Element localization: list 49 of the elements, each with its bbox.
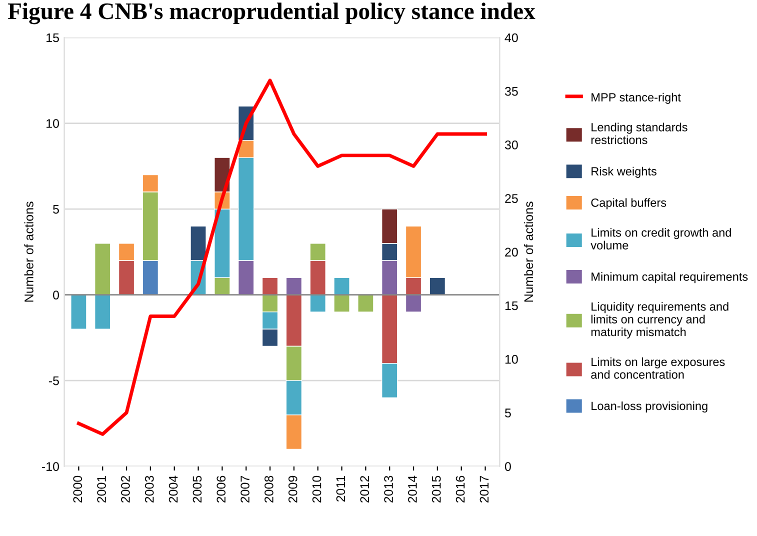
x-tick-label: 2006 — [216, 476, 226, 503]
x-tick-label: 2012 — [360, 476, 370, 503]
y2-tick-label: 20 — [505, 248, 518, 257]
x-tick-label: 2014 — [408, 476, 417, 503]
x-tick-label: 2008 — [264, 476, 274, 503]
x-tick-label: 2010 — [312, 476, 322, 503]
legend-label: Limits on large exposures and concentration — [591, 357, 725, 379]
x-tick-label: 2016 — [456, 476, 465, 503]
y2-tick-label: 10 — [505, 354, 518, 364]
y-tick-label: 10 — [46, 119, 59, 128]
y-tick-label: 0 — [53, 290, 59, 300]
y-tick-label: -5 — [48, 376, 59, 386]
y2-tick-label: 0 — [504, 462, 511, 471]
legend-label: Risk weights — [592, 166, 656, 178]
x-tick-label: 2017 — [480, 476, 489, 503]
legend-label: MPP stance-right — [592, 92, 681, 104]
legend-label: Loan-loss provisioning — [592, 401, 708, 412]
line-series — [76, 78, 488, 436]
x-tick-label: 2013 — [384, 476, 393, 503]
y2-axis-title: Number of actions — [524, 202, 534, 302]
x-tick-label: 2002 — [121, 476, 130, 503]
chart-title: Figure 4 CNB's macroprudential policy stance index — [8, 2, 536, 24]
x-tick-label: 2015 — [432, 476, 441, 503]
x-tick-label: 2004 — [168, 476, 178, 503]
x-tick-label: 2005 — [192, 476, 202, 503]
y2-tick-label: 5 — [504, 408, 511, 418]
bar — [70, 294, 87, 330]
y2-tick-label: 15 — [505, 301, 518, 310]
x-tick-label: 2009 — [288, 476, 298, 503]
y2-tick-label: 25 — [505, 194, 518, 203]
y2-tick-label: 40 — [504, 33, 518, 42]
legend-label: Minimum capital requirements — [592, 272, 748, 284]
legend-label: Limits on credit growth and volume — [590, 228, 731, 250]
y-tick-label: -10 — [42, 462, 59, 471]
legend-label: Liquidity requirements and limits on currency and maturity mismatch — [591, 302, 728, 339]
y-tick-label: 15 — [46, 33, 59, 42]
x-tick-label: 2011 — [336, 476, 346, 502]
x-tick-label: 2007 — [240, 476, 250, 503]
x-tick-label: 2000 — [73, 476, 82, 503]
legend-label: Capital buffers — [591, 198, 666, 210]
y-axis-title: Number of actions — [24, 202, 34, 302]
bar — [358, 294, 374, 312]
x-tick-label: 2001 — [97, 476, 106, 503]
legend-label: Lending standards restrictions — [591, 122, 688, 144]
x-tick-label: 2003 — [144, 476, 154, 503]
y2-tick-label: 35 — [504, 86, 518, 96]
y-tick-label: 5 — [53, 204, 59, 214]
bar — [429, 277, 446, 296]
y2-tick-label: 30 — [504, 140, 518, 150]
